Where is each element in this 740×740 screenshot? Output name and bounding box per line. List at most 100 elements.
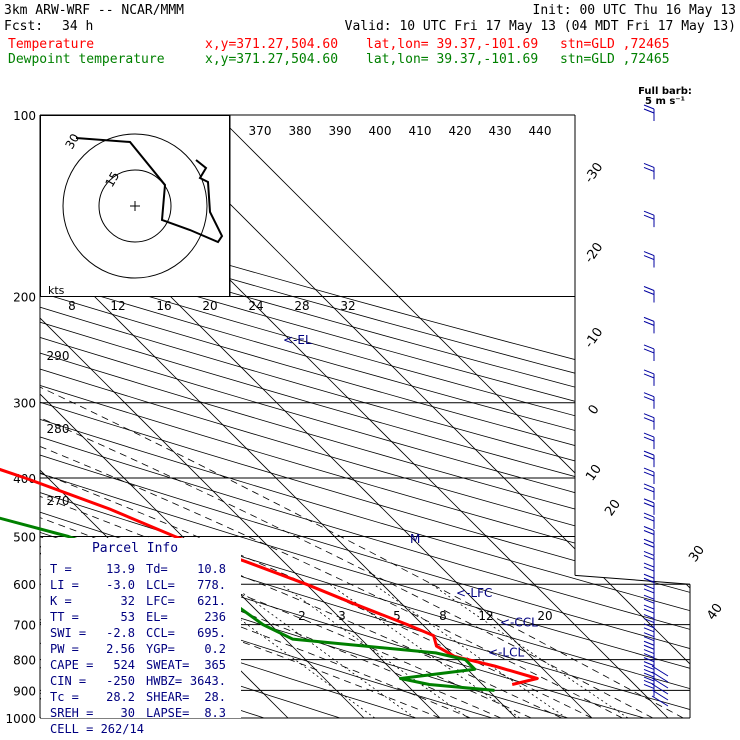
wind-barb-flag — [643, 664, 655, 670]
parcel-value: 621. — [197, 594, 226, 608]
theta-label: 270 — [47, 494, 70, 508]
dry-adiabat — [40, 115, 690, 718]
theta-label: 410 — [409, 124, 432, 138]
wind-barb-flag — [643, 471, 655, 477]
dew-latlon: lat,lon= 39.37,-101.69 — [366, 52, 538, 67]
parcel-label: Td= — [146, 562, 168, 576]
temp-latlon: lat,lon= 39.37,-101.69 — [366, 37, 538, 52]
wind-barb-flag — [643, 683, 655, 689]
pressure-label: 200 — [13, 291, 36, 305]
wind-barb-flag — [643, 577, 655, 583]
dry-adiabat — [40, 115, 690, 718]
wind-barb — [651, 665, 669, 677]
wind-barb-flag — [643, 554, 655, 560]
fcst-label: Fcst: — [4, 19, 43, 34]
dry-adiabat — [40, 115, 690, 718]
wind-barb-flag — [643, 618, 655, 624]
dry-adiabat — [40, 115, 690, 718]
parcel-value: -3.0 — [106, 578, 135, 592]
dry-adiabat — [40, 115, 690, 718]
theta-label: 420 — [449, 124, 472, 138]
pressure-label: 600 — [13, 578, 36, 592]
wind-barb-flag — [643, 562, 655, 568]
wind-barb-flag — [643, 573, 655, 579]
mixing-ratio-label: 20 — [537, 609, 552, 623]
dry-adiabat — [40, 115, 690, 718]
speed-label: 24 — [248, 299, 263, 313]
wind-barb-flag — [643, 454, 655, 460]
wind-barb-flag — [643, 512, 655, 518]
level-annotation: <-LCL — [488, 645, 524, 659]
dry-adiabat — [40, 115, 690, 718]
level-annotation: M — [410, 532, 420, 546]
parcel-value: 8.3 — [204, 706, 226, 720]
wind-barb-flag — [643, 348, 655, 354]
parcel-label: YGP= — [146, 642, 175, 656]
isotherm-label: -30 — [582, 160, 606, 186]
wind-barb-flag — [643, 644, 655, 650]
mixing-ratio-line — [192, 583, 376, 718]
isotherm-label: -10 — [582, 325, 606, 351]
wind-barb-flag — [643, 502, 655, 508]
wind-barb-flag — [643, 598, 655, 604]
model-title: 3km ARW-WRF -- NCAR/MMM — [4, 3, 184, 18]
hodograph-ring-label: 15 — [102, 169, 122, 189]
level-annotation: <-CCL — [500, 616, 538, 630]
wind-barb-flag — [643, 467, 655, 473]
temp-series-name: Temperature — [8, 37, 94, 52]
theta-label: 390 — [329, 124, 352, 138]
wind-barb — [651, 677, 669, 689]
parcel-box-bg — [41, 538, 241, 718]
wind-barb-flag — [643, 657, 655, 663]
speed-label: 8 — [68, 299, 76, 313]
parcel-value: 2.56 — [106, 642, 135, 656]
dew-series-name: Dewpoint temperature — [8, 52, 165, 67]
hodograph-ring — [62, 133, 208, 279]
wind-barb-flag — [643, 251, 655, 257]
mixing-ratio-label: 5 — [393, 609, 401, 623]
wind-barb-flag — [643, 432, 655, 438]
parcel-label: SREH = — [50, 706, 93, 720]
wind-barb-flag — [643, 623, 655, 629]
wind-barb-flag — [643, 588, 655, 594]
dry-adiabat — [40, 115, 690, 718]
wind-barb-flag — [643, 316, 655, 322]
speed-label: 12 — [110, 299, 125, 313]
pressure-label: 700 — [13, 619, 36, 633]
wind-barb — [651, 683, 669, 695]
wind-barb-flag — [643, 417, 655, 423]
dew-stn: stn=GLD ,72465 — [560, 52, 670, 67]
frame-slant — [574, 574, 691, 585]
wind-barb-flag — [643, 498, 655, 504]
dew-xy: x,y=371.27,504.60 — [205, 52, 338, 67]
parcel-label: SHEAR= — [146, 690, 189, 704]
wind-barb-flag — [643, 594, 655, 600]
wind-barb-flag — [643, 550, 655, 556]
parcel-label: Tc = — [50, 690, 79, 704]
temperature-line — [0, 467, 539, 686]
parcel-value: 3643. — [190, 674, 226, 688]
theta-label: 440 — [529, 124, 552, 138]
wind-barb-flag — [643, 450, 655, 456]
parcel-value: 32 — [121, 594, 135, 608]
wind-barb-flag — [643, 530, 655, 535]
wind-barb-flag — [643, 320, 655, 326]
wind-barb-flag — [643, 487, 655, 493]
mixing-ratio-label: 12 — [478, 609, 493, 623]
parcel-label: CIN = — [50, 674, 86, 688]
wind-barb-flag — [643, 632, 655, 638]
parcel-value: -250 — [106, 674, 135, 688]
mixing-ratio-line — [373, 583, 567, 718]
parcel-value: 53 — [121, 610, 135, 624]
sounding-series — [0, 467, 539, 692]
parcel-label: LI = — [50, 578, 79, 592]
dry-adiabat — [40, 115, 690, 718]
dry-adiabat — [40, 115, 690, 718]
wind-barb-flag — [643, 653, 655, 659]
fcst-value: 34 h — [62, 19, 93, 34]
wind-barb-flag — [643, 108, 655, 114]
theta-label: 430 — [489, 124, 512, 138]
wind-barb-flag — [643, 104, 655, 110]
dewpoint-line — [0, 516, 495, 692]
